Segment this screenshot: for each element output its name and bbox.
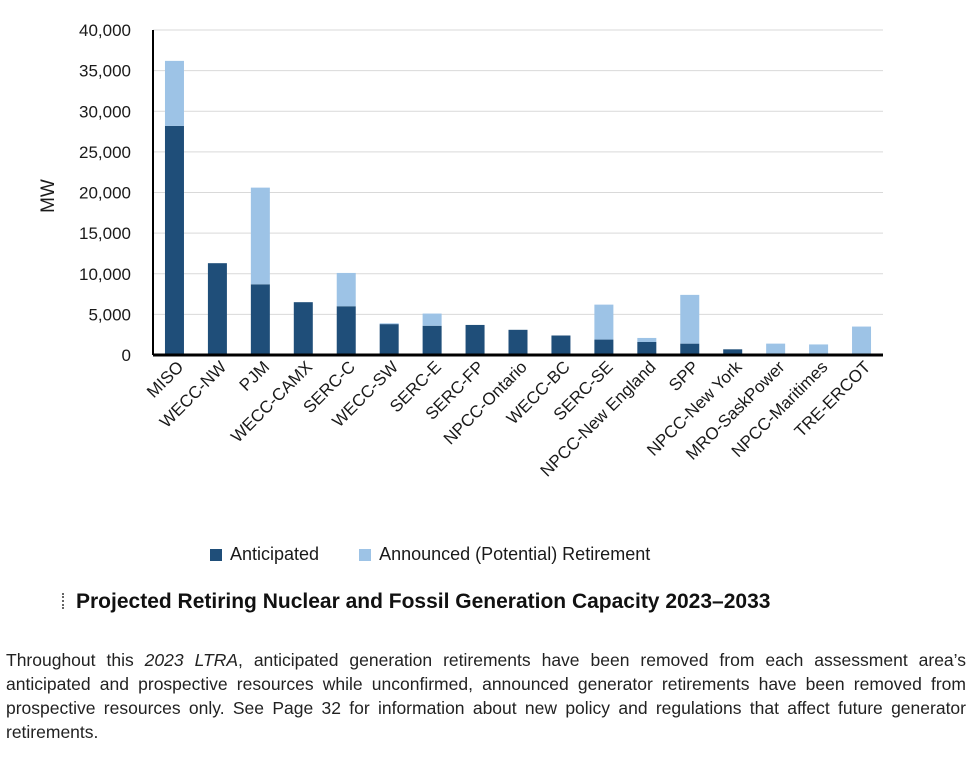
bar-anticipated-serc-fp (465, 324, 485, 355)
legend-item-announced: Announced (Potential) Retirement (359, 544, 650, 565)
paragraph-part1: Throughout this (6, 650, 145, 670)
bar-anticipated-miso (164, 125, 184, 355)
bar-announced-serc-se (594, 304, 614, 340)
bar-announced-tre-ercot (852, 326, 872, 355)
legend-label-anticipated: Anticipated (230, 544, 320, 564)
bar-anticipated-wecc-camx (293, 302, 313, 355)
y-tick-label: 0 (122, 346, 131, 365)
caption-marker (62, 593, 68, 609)
caption-title: Projected Retiring Nuclear and Fossil Ge… (76, 590, 771, 613)
bar-anticipated-npcc-new-york (723, 349, 743, 355)
y-tick-label: 5,000 (88, 305, 131, 324)
y-tick-label: 15,000 (79, 224, 131, 243)
bar-announced-npcc-new-england (637, 337, 657, 342)
bar-anticipated-wecc-nw (207, 263, 227, 355)
legend: Anticipated Announced (Potential) Retire… (210, 544, 690, 565)
paragraph-italic: 2023 LTRA (144, 650, 238, 670)
bar-announced-miso (164, 60, 184, 126)
bar-announced-npcc-maritimes (809, 344, 829, 355)
legend-item-anticipated: Anticipated (210, 544, 319, 565)
body-paragraph: Throughout this 2023 LTRA, anticipated g… (6, 648, 966, 744)
bars (164, 60, 872, 355)
bar-announced-spp (680, 294, 700, 344)
bar-anticipated-serc-e (422, 325, 442, 355)
bar-anticipated-spp (680, 343, 700, 355)
bar-anticipated-npcc-new-england (637, 342, 657, 355)
bar-anticipated-wecc-sw (379, 324, 399, 355)
paragraph-part2: , anticipated generation retirements hav… (6, 650, 966, 742)
y-tick-label: 25,000 (79, 143, 131, 162)
x-tick-label: SPP (665, 357, 702, 394)
y-tick-label: 20,000 (79, 184, 131, 203)
bar-announced-pjm (250, 187, 270, 285)
x-tick-label: PJM (236, 357, 273, 394)
y-tick-label: 40,000 (79, 21, 131, 40)
bar-announced-mro-saskpower (766, 343, 786, 355)
legend-swatch-anticipated (210, 548, 222, 561)
y-tick-label: 10,000 (79, 265, 131, 284)
figure-caption: Projected Retiring Nuclear and Fossil Ge… (62, 590, 771, 614)
bar-anticipated-wecc-bc (551, 335, 571, 355)
x-tick-label: TRE-ERCOT (791, 357, 875, 441)
bar-announced-serc-c (336, 272, 356, 307)
bar-anticipated-pjm (250, 284, 270, 355)
bar-anticipated-npcc-ontario (508, 329, 528, 355)
legend-label-announced: Announced (Potential) Retirement (379, 544, 651, 564)
gridlines (153, 29, 883, 315)
y-tick-label: 35,000 (79, 62, 131, 81)
y-tick-label: 30,000 (79, 102, 131, 121)
y-axis-label: MW (38, 179, 59, 213)
chart: 0 5,000 10,000 15,000 20,000 25,000 30,000 35,0… (38, 21, 883, 480)
bar-anticipated-serc-se (594, 339, 614, 355)
legend-swatch-announced (359, 548, 372, 561)
bar-anticipated-serc-c (336, 306, 356, 355)
bar-announced-wecc-sw (379, 323, 399, 325)
y-axis-ticks: 0 5,000 10,000 15,000 20,000 25,000 30,000 35,0… (79, 21, 131, 365)
bar-announced-serc-e (422, 313, 442, 326)
